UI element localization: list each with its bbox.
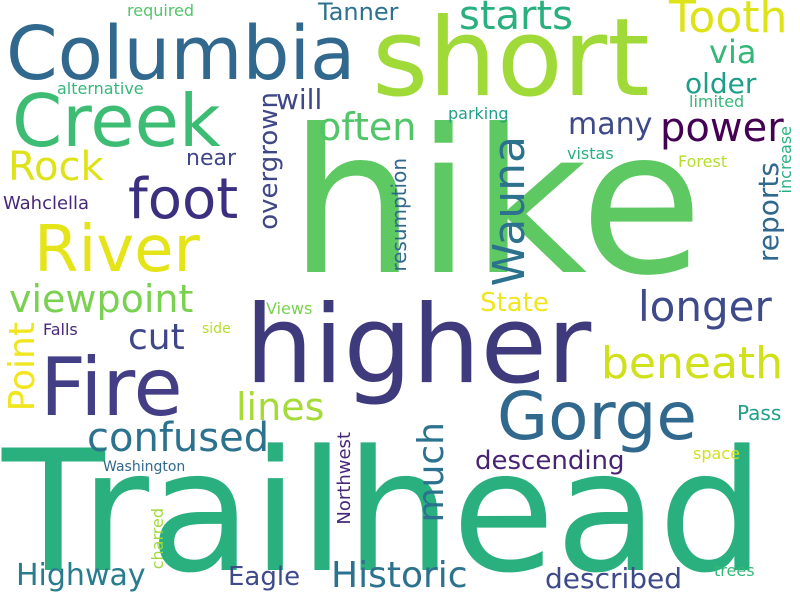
word-cut: cut — [128, 317, 185, 358]
word-often: often — [318, 105, 417, 149]
word-vistas: vistas — [567, 144, 614, 163]
word-beneath: beneath — [601, 338, 784, 389]
word-falls: Falls — [43, 320, 78, 339]
word-charred: charred — [148, 508, 167, 570]
word-near: near — [186, 146, 237, 171]
word-parking: parking — [448, 104, 509, 123]
word-descending: descending — [475, 446, 625, 476]
word-northwest: Northwest — [334, 432, 355, 525]
word-fire: Fire — [40, 341, 183, 434]
word-columbia: Columbia — [6, 11, 356, 97]
word-tooth: Tooth — [669, 0, 788, 43]
word-short: short — [372, 0, 650, 121]
word-trees: trees — [714, 561, 755, 580]
word-alternative: alternative — [57, 79, 144, 98]
word-washington: Washington — [103, 459, 186, 475]
word-trailhead: Trailhead — [2, 414, 765, 600]
word-longer: longer — [638, 282, 772, 331]
word-required: required — [127, 1, 195, 20]
word-lines: lines — [236, 385, 325, 429]
word-older: older — [685, 67, 757, 100]
word-via: via — [709, 33, 757, 71]
word-much: much — [411, 422, 452, 523]
word-wahclella: Wahclella — [3, 193, 90, 214]
word-higher: higher — [245, 283, 592, 408]
word-wauna: Wauna — [484, 136, 535, 287]
word-hike: hike — [289, 87, 704, 320]
word-tanner: Tanner — [318, 0, 399, 26]
word-eagle: Eagle — [228, 562, 301, 592]
word-creek: Creek — [12, 79, 221, 163]
word-starts: starts — [459, 0, 574, 39]
word-point: Point — [2, 322, 43, 412]
word-rock: Rock — [8, 144, 104, 190]
word-space: space — [693, 444, 740, 463]
word-foot: foot — [128, 167, 239, 232]
word-limited: limited — [689, 92, 745, 111]
word-highway: Highway — [16, 558, 146, 593]
word-increase: increase — [776, 126, 795, 194]
word-power: power — [660, 105, 784, 151]
word-pass: Pass — [737, 401, 782, 425]
word-views: Views — [266, 299, 313, 318]
word-historic: Historic — [331, 555, 468, 596]
word-river: River — [34, 213, 200, 287]
word-described: described — [545, 562, 683, 595]
word-forest: Forest — [678, 152, 728, 171]
word-confused: confused — [87, 415, 270, 461]
word-side: side — [202, 321, 231, 337]
word-viewpoint: viewpoint — [9, 277, 194, 321]
word-gorge: Gorge — [497, 378, 697, 455]
word-many: many — [568, 107, 653, 142]
word-state: State — [480, 288, 549, 318]
word-resumption: resumption — [387, 158, 411, 272]
word-will: will — [276, 83, 323, 116]
